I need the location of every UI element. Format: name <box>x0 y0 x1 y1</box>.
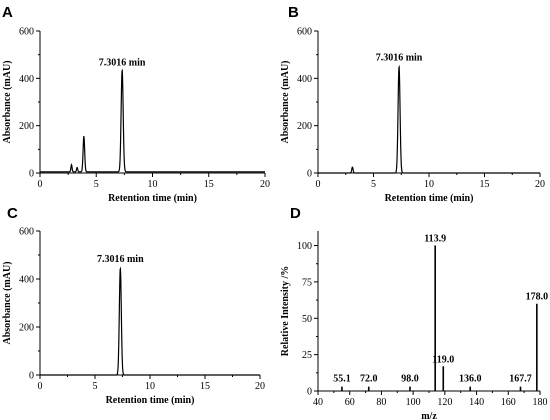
x-tick-label: 60 <box>345 397 355 408</box>
x-tick-label: 0 <box>38 179 43 190</box>
y-axis-label: Absorbance (mAU) <box>2 261 13 344</box>
chromatogram-trace <box>318 64 540 174</box>
x-tick-label: 0 <box>38 381 43 392</box>
mass-peak-label: 167.7 <box>509 374 532 385</box>
y-tick-label: 75 <box>302 277 312 288</box>
x-tick-label: 10 <box>424 179 434 190</box>
y-tick-label: 200 <box>19 323 34 334</box>
x-tick-label: 80 <box>376 397 386 408</box>
peak-annotation: 7.3016 min <box>99 57 146 68</box>
y-axis-label: Absorbance (mAU) <box>280 60 291 143</box>
y-tick-label: 0 <box>307 387 312 398</box>
panel-letter: B <box>288 4 299 21</box>
y-axis-label: Absorbance (mAU) <box>2 60 13 143</box>
x-tick-label: 140 <box>469 397 484 408</box>
x-tick-label: 160 <box>501 397 516 408</box>
y-tick-label: 0 <box>29 371 34 382</box>
mass-peak-label: 113.9 <box>424 234 446 245</box>
x-tick-label: 5 <box>371 179 376 190</box>
x-tick-label: 180 <box>533 397 548 408</box>
chromatogram-trace <box>40 68 265 173</box>
y-tick-label: 25 <box>302 350 312 361</box>
mass-peak-label: 136.0 <box>459 374 482 385</box>
x-tick-label: 100 <box>406 397 421 408</box>
x-axis-label: Retention time (min) <box>108 193 197 204</box>
mass-peak-label: 119.0 <box>432 354 454 365</box>
x-tick-label: 0 <box>316 179 321 190</box>
chromatogram-trace <box>40 266 260 376</box>
mass-peak-label: 72.0 <box>360 374 378 385</box>
y-tick-label: 0 <box>29 169 34 180</box>
x-tick-label: 20 <box>255 381 265 392</box>
x-tick-label: 10 <box>148 179 158 190</box>
x-tick-label: 15 <box>200 381 210 392</box>
x-axis-label: m/z <box>421 411 437 420</box>
y-tick-label: 600 <box>19 27 34 38</box>
y-tick-label: 200 <box>19 121 34 132</box>
x-tick-label: 20 <box>260 179 270 190</box>
x-tick-label: 15 <box>204 179 214 190</box>
panel-letter: D <box>290 205 301 222</box>
chart-panel-d: D40 60 80 100 120 140 160 1800255075100m/zRelat… <box>280 205 548 420</box>
y-tick-label: 200 <box>297 121 312 132</box>
x-tick-label: 10 <box>145 381 155 392</box>
panel-letter: A <box>2 4 13 21</box>
mass-peak-label: 178.0 <box>526 292 549 303</box>
y-tick-label: 0 <box>307 169 312 180</box>
y-tick-label: 400 <box>297 74 312 85</box>
y-tick-label: 600 <box>19 227 34 238</box>
y-tick-label: 100 <box>297 241 312 252</box>
x-tick-label: 15 <box>480 179 490 190</box>
y-tick-label: 400 <box>19 74 34 85</box>
mass-peak-label: 55.1 <box>333 374 351 385</box>
x-axis-label: Retention time (min) <box>106 395 195 406</box>
x-tick-label: 20 <box>535 179 545 190</box>
peak-annotation: 7.3016 min <box>97 254 144 265</box>
peak-annotation: 7.3016 min <box>376 53 423 64</box>
x-tick-label: 5 <box>94 179 99 190</box>
x-tick-label: 120 <box>437 397 452 408</box>
y-tick-label: 600 <box>297 27 312 38</box>
y-tick-label: 50 <box>302 314 312 325</box>
x-tick-label: 40 <box>313 397 323 408</box>
panel-letter: C <box>7 205 18 222</box>
y-tick-label: 400 <box>19 275 34 286</box>
mass-peak-label: 98.0 <box>401 374 419 385</box>
x-tick-label: 5 <box>93 381 98 392</box>
y-axis-label: Relative Intensity /% <box>280 266 291 357</box>
x-axis-label: Retention time (min) <box>385 193 474 204</box>
